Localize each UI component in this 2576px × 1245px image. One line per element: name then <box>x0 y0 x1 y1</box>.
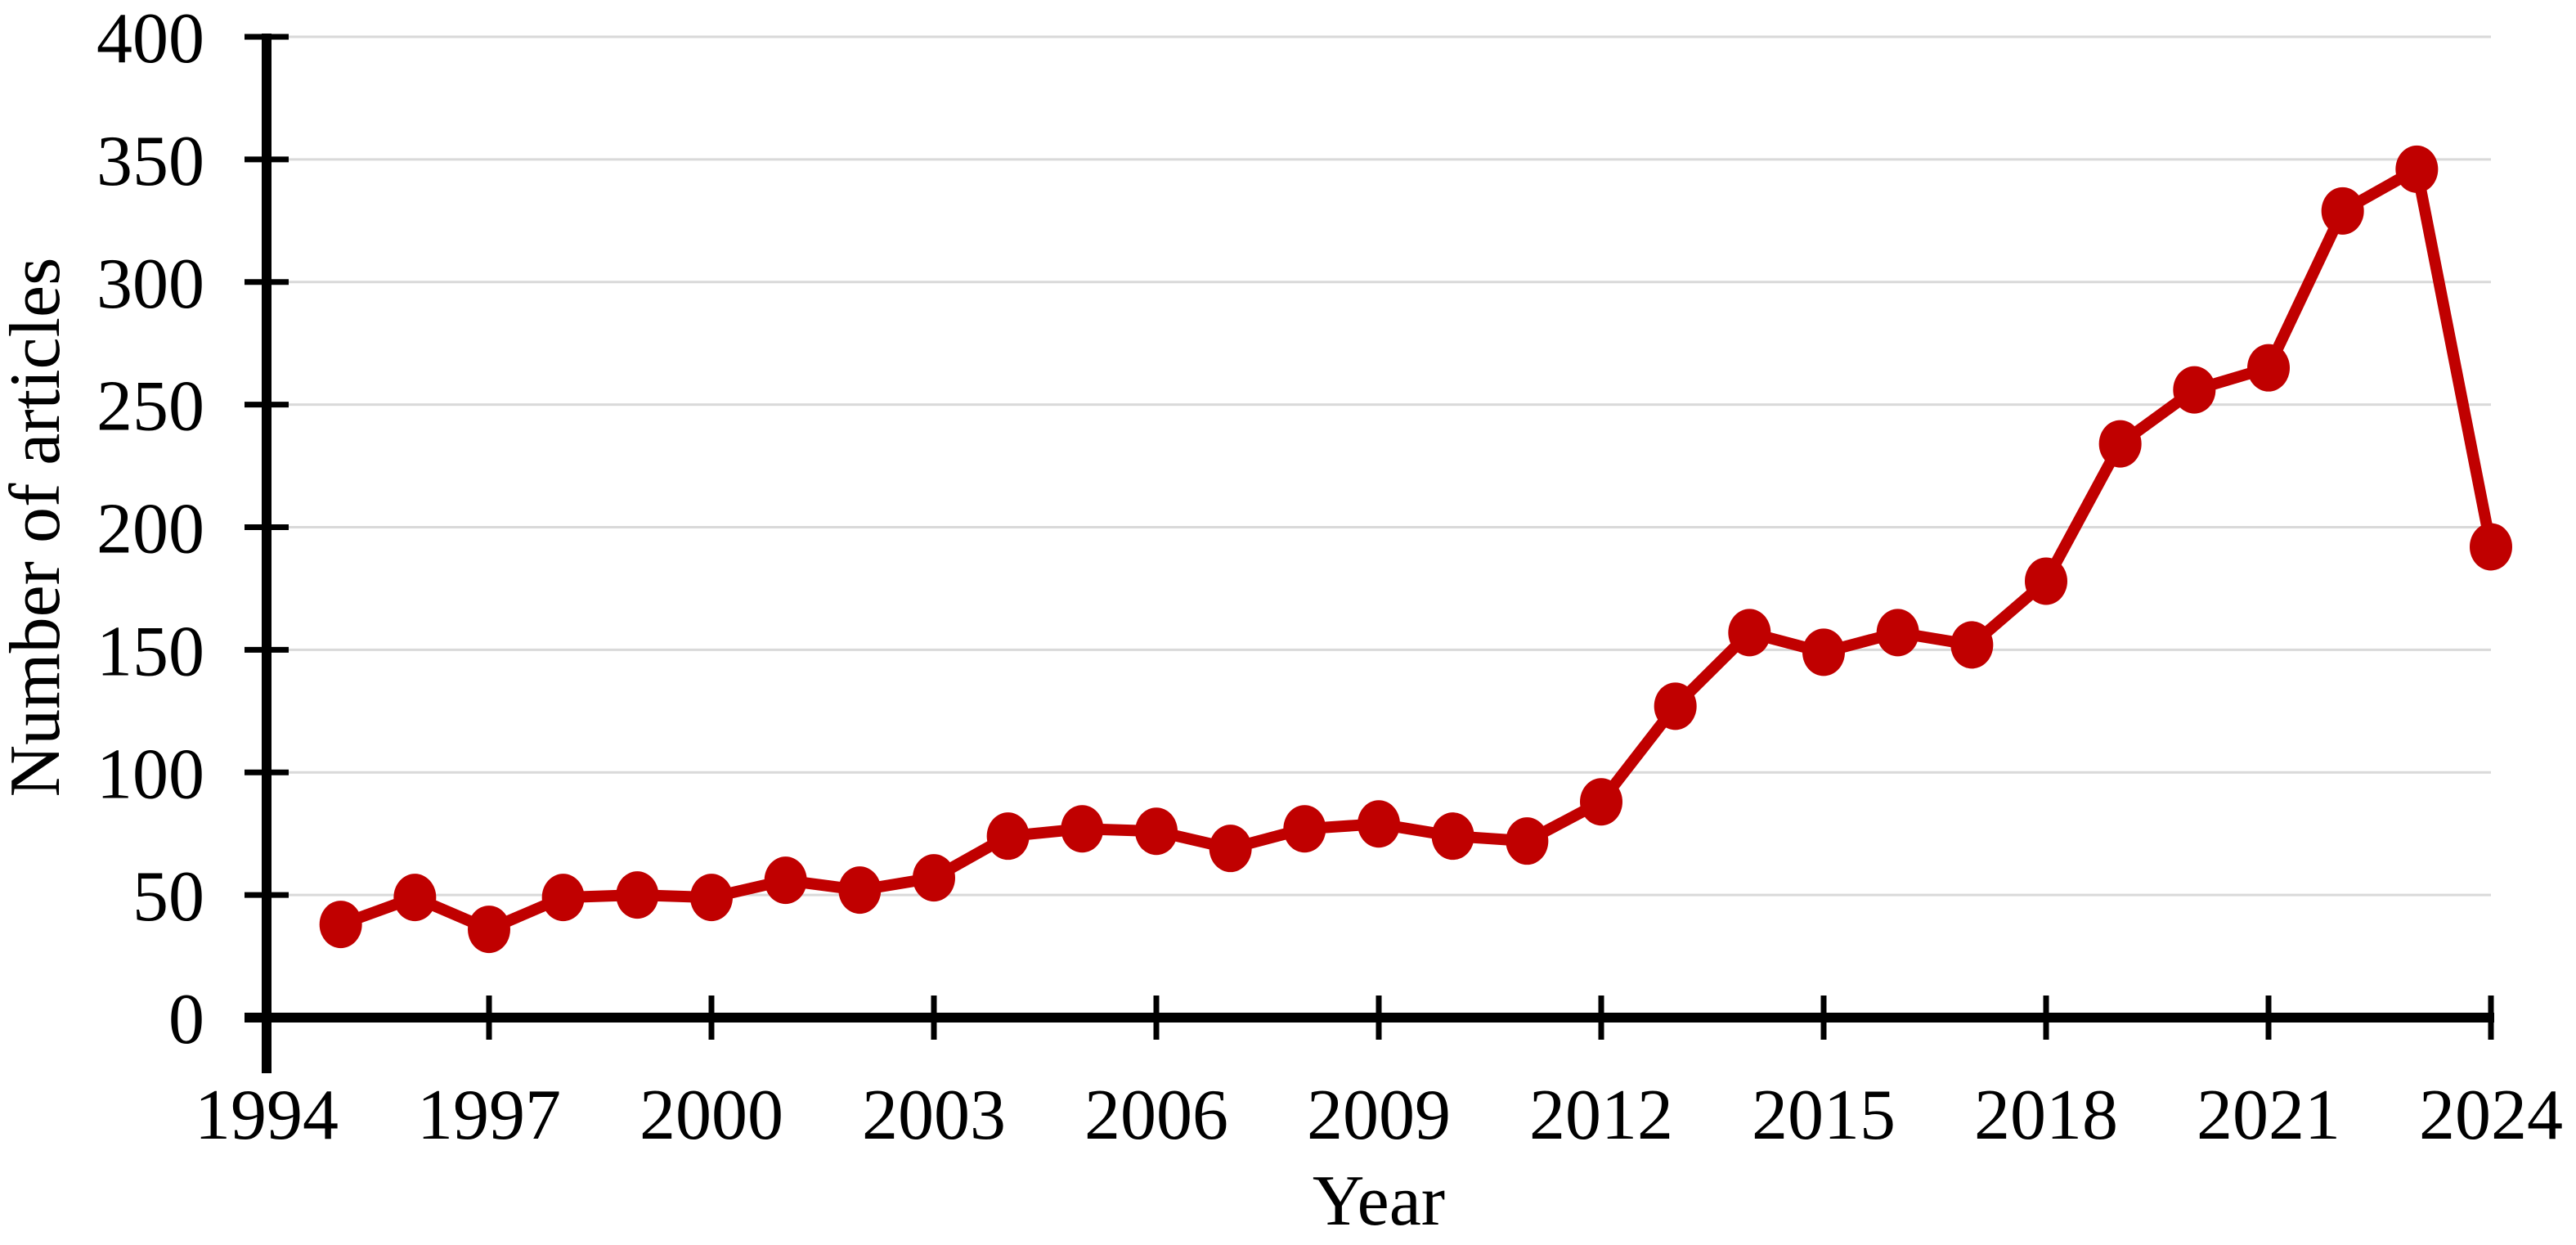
data-point-2002 <box>838 866 882 915</box>
data-point-2020 <box>2173 366 2216 414</box>
y-axis-title: Number of articles <box>0 258 75 798</box>
data-point-2011 <box>1506 817 1549 865</box>
data-point-2009 <box>1358 800 1400 848</box>
data-point-2016 <box>1876 609 1919 657</box>
data-point-1996 <box>393 874 437 922</box>
x-tick-label-2024: 2024 <box>2419 1076 2563 1155</box>
y-tick-label-350: 350 <box>96 122 204 201</box>
data-point-2019 <box>2098 420 2142 468</box>
x-tick-label-1994: 1994 <box>195 1076 339 1155</box>
x-tick-label-2012: 2012 <box>1529 1076 1673 1155</box>
y-tick-label-250: 250 <box>96 367 204 447</box>
x-tick-label-2003: 2003 <box>862 1076 1006 1155</box>
data-point-1998 <box>541 874 585 922</box>
data-point-2000 <box>690 874 733 922</box>
x-tick-label-2018: 2018 <box>1974 1076 2118 1155</box>
x-tick-label-2015: 2015 <box>1752 1076 1896 1155</box>
x-tick-label-2000: 2000 <box>640 1076 783 1155</box>
y-tick-label-0: 0 <box>168 980 204 1059</box>
y-tick-label-400: 400 <box>96 0 204 79</box>
x-tick-label-2021: 2021 <box>2197 1076 2340 1155</box>
y-tick-label-300: 300 <box>96 245 204 324</box>
data-point-2012 <box>1580 778 1622 826</box>
data-point-2018 <box>2025 557 2067 605</box>
data-point-1997 <box>468 906 510 954</box>
x-tick-label-2006: 2006 <box>1084 1076 1228 1155</box>
axes-group <box>245 34 2494 1073</box>
y-tick-label-200: 200 <box>96 490 204 569</box>
data-point-2022 <box>2321 187 2364 235</box>
data-point-1995 <box>319 901 362 949</box>
data-point-2021 <box>2247 344 2290 392</box>
data-point-2004 <box>986 812 1030 861</box>
data-series-group <box>319 145 2512 954</box>
data-point-1999 <box>616 871 659 919</box>
data-point-2006 <box>1135 807 1178 856</box>
data-point-2013 <box>1654 682 1697 730</box>
data-point-2010 <box>1431 812 1474 861</box>
data-point-2023 <box>2395 145 2439 193</box>
data-point-2007 <box>1209 825 1252 873</box>
data-point-2005 <box>1061 805 1104 853</box>
ticks-group <box>245 34 2494 1040</box>
data-point-2014 <box>1728 609 1771 657</box>
tick-labels-group: 0 50 100 150 200 250 300 350 400 1994 1997 2000 2003… <box>96 0 2563 1155</box>
x-axis-title: Year <box>1313 1162 1445 1241</box>
y-tick-label-50: 50 <box>132 857 204 937</box>
data-point-2003 <box>913 854 955 902</box>
data-point-2008 <box>1283 805 1326 853</box>
gridlines-group <box>267 35 2491 897</box>
x-tick-label-1997: 1997 <box>417 1076 561 1155</box>
y-tick-label-150: 150 <box>96 612 204 691</box>
data-point-2017 <box>1950 621 1994 669</box>
data-point-2024 <box>2470 523 2512 571</box>
y-tick-label-100: 100 <box>96 735 204 814</box>
data-point-2001 <box>764 856 807 905</box>
data-point-2015 <box>1802 628 1845 676</box>
x-tick-label-2009: 2009 <box>1307 1076 1451 1155</box>
